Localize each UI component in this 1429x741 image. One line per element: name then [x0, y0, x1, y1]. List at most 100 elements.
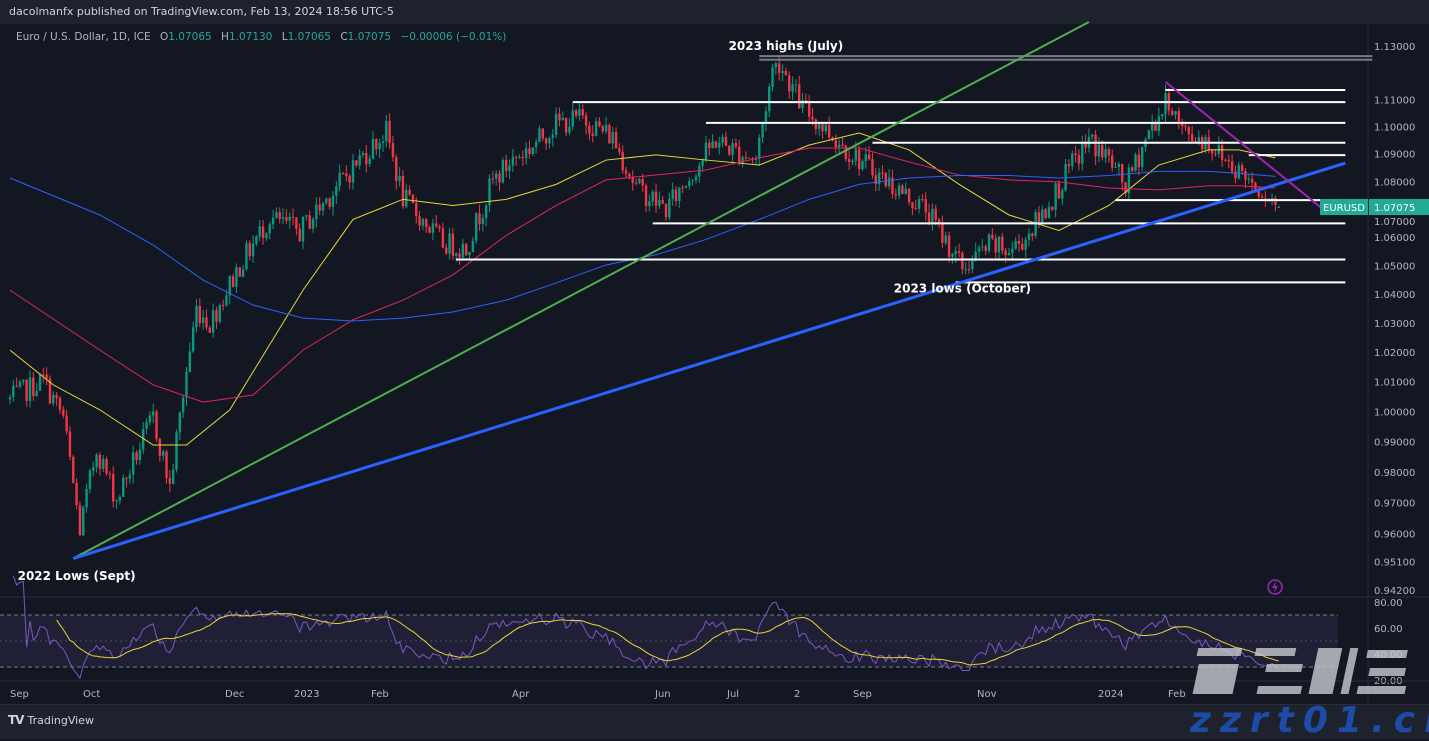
candle — [894, 188, 897, 200]
candle — [1091, 133, 1094, 141]
candle-body — [241, 269, 245, 277]
candle — [475, 212, 478, 244]
x-tick-label: Dec — [225, 689, 245, 700]
candle-body — [295, 217, 298, 229]
candle — [827, 116, 831, 140]
candle — [215, 306, 218, 330]
candle — [281, 208, 285, 225]
candle — [228, 275, 231, 305]
x-tick-label: Jun — [655, 689, 671, 700]
candle-body — [528, 148, 531, 154]
candle — [981, 238, 984, 252]
candle — [1127, 163, 1131, 201]
candle — [1234, 165, 1237, 184]
candle-body — [158, 438, 162, 456]
candle-body — [951, 253, 954, 257]
candle — [511, 148, 515, 172]
candle-body — [331, 195, 335, 207]
x-tick-label: 2023 — [294, 689, 320, 700]
tradingview-logo[interactable]: TV TradingView — [8, 713, 94, 727]
candle-body — [791, 84, 794, 92]
candle-body — [1097, 144, 1101, 157]
candle — [871, 152, 874, 179]
candle-body — [558, 113, 561, 121]
candle-body — [1101, 144, 1104, 158]
x-tick-label: Nov — [977, 689, 997, 700]
candle — [205, 309, 208, 331]
candle-body — [561, 117, 564, 121]
candle-body — [1017, 240, 1021, 244]
candle — [1217, 136, 1220, 158]
candle-body — [88, 470, 92, 489]
candle-body — [917, 199, 921, 209]
candle — [335, 181, 338, 204]
candle-body — [231, 276, 235, 287]
candle-body — [964, 269, 967, 271]
candle-body — [1094, 134, 1097, 157]
candle — [661, 196, 664, 205]
candle-body — [285, 217, 288, 221]
candle-body — [348, 175, 351, 183]
candle-body — [1174, 111, 1177, 115]
candle — [501, 157, 505, 184]
candle-body — [62, 409, 65, 416]
candle-body — [68, 431, 72, 457]
trendline-1 — [72, 21, 1090, 560]
candle — [561, 111, 564, 121]
candle — [781, 64, 784, 82]
candle-body — [754, 158, 758, 160]
y-tick-label: 1.07000 — [1374, 217, 1415, 228]
candle-body — [255, 236, 258, 244]
candle — [251, 234, 255, 263]
candle — [1111, 149, 1114, 172]
candle-body — [694, 176, 698, 181]
candle — [1210, 149, 1214, 161]
candle-body — [411, 194, 415, 204]
candle — [1257, 186, 1260, 199]
candle-body — [498, 173, 501, 183]
candle — [1114, 161, 1117, 169]
chart-canvas[interactable]: 1.13000 1.11000 1.10000 1.09000 1.08000 1.070… — [0, 0, 1429, 705]
candle — [957, 243, 961, 258]
candle-body — [171, 469, 175, 484]
candle — [261, 219, 265, 245]
candle — [175, 429, 178, 473]
candle-body — [261, 226, 265, 239]
candle — [544, 137, 548, 151]
candle-body — [714, 141, 718, 148]
candle-body — [195, 305, 198, 328]
candle — [924, 192, 927, 221]
candle-body — [621, 151, 624, 171]
candle — [331, 191, 335, 216]
candle — [728, 145, 731, 156]
candle-body — [72, 456, 75, 483]
candle — [947, 231, 951, 263]
candle — [271, 210, 275, 230]
candle — [738, 139, 741, 166]
candle — [221, 299, 225, 311]
candle-body — [614, 132, 618, 149]
candle-body — [378, 143, 381, 150]
candle-body — [112, 474, 115, 502]
candle-body — [678, 187, 681, 201]
candle-body — [211, 310, 215, 333]
candle-body — [1027, 233, 1031, 240]
candle-body — [641, 178, 644, 186]
candle — [195, 299, 198, 333]
candle-body — [761, 123, 764, 138]
candle-body — [318, 204, 321, 211]
candle-body — [857, 149, 861, 170]
candle — [8, 394, 12, 405]
candle — [391, 135, 395, 162]
moving-average-line-3 — [9, 170, 1276, 322]
x-tick-label: Sep — [853, 689, 872, 700]
candle — [847, 150, 851, 171]
candle-body — [947, 235, 951, 257]
candle — [318, 197, 321, 216]
candle-body — [1061, 190, 1064, 199]
candle — [1004, 247, 1007, 263]
candle — [465, 242, 468, 256]
candle — [1104, 144, 1107, 163]
candle-body — [1047, 206, 1051, 219]
candle — [12, 379, 15, 402]
